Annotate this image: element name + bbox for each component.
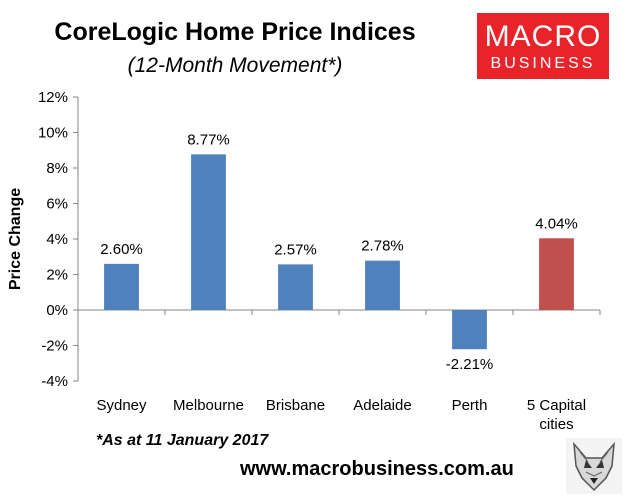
data-label: 2.57% — [274, 241, 317, 258]
y-tick-label: 2% — [46, 267, 68, 284]
category-label: cities — [539, 416, 573, 433]
bar — [104, 263, 139, 310]
data-label: 2.60% — [100, 241, 143, 258]
bar — [452, 310, 487, 350]
y-tick-label: 8% — [46, 160, 68, 177]
category-label: Adelaide — [353, 397, 411, 414]
y-axis-title: Price Change — [7, 188, 24, 290]
chart-title: CoreLogic Home Price Indices — [54, 18, 416, 46]
data-label: -2.21% — [446, 356, 494, 373]
bar — [191, 154, 226, 310]
category-label: 5 Capital — [527, 397, 586, 414]
y-tick-label: 10% — [38, 125, 68, 142]
category-label: Melbourne — [173, 397, 244, 414]
website-url: www.macrobusiness.com.au — [240, 458, 514, 480]
bar — [278, 264, 313, 310]
logo-line-1: MACRO — [484, 20, 602, 53]
y-tick-label: -2% — [41, 338, 68, 355]
category-label: Sydney — [96, 397, 147, 414]
data-label: 8.77% — [187, 131, 230, 148]
y-tick-label: 0% — [46, 302, 68, 319]
wolf-head-icon — [566, 438, 622, 494]
y-tick-label: -4% — [41, 373, 68, 390]
data-label: 2.78% — [361, 238, 404, 255]
category-label: Brisbane — [266, 397, 325, 414]
category-label: Perth — [452, 397, 488, 414]
chart-subtitle: (12-Month Movement*) — [127, 54, 343, 77]
bar — [539, 238, 574, 310]
y-tick-label: 4% — [46, 231, 68, 248]
y-tick-label: 6% — [46, 196, 68, 213]
bar — [365, 260, 400, 310]
logo-line-2: BUSINESS — [490, 55, 596, 72]
macrobusiness-logo: MACRO BUSINESS — [477, 13, 609, 79]
footnote: *As at 11 January 2017 — [96, 432, 269, 449]
data-label: 4.04% — [535, 215, 578, 232]
y-tick-label: 12% — [38, 89, 68, 106]
